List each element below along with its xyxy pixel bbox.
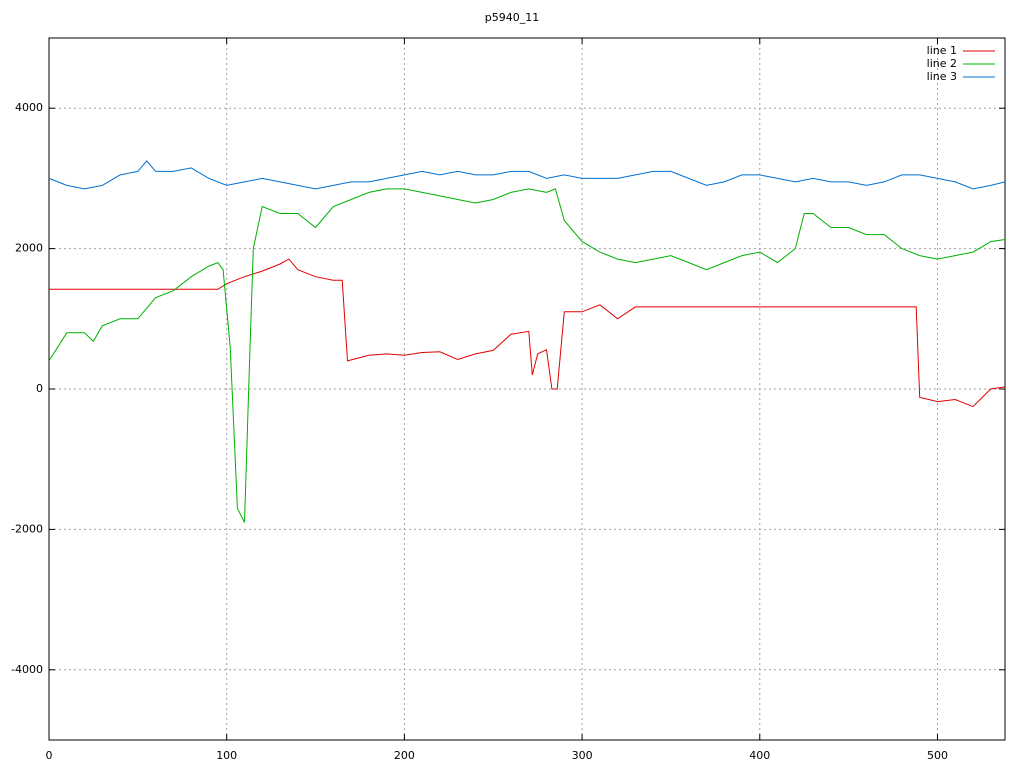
y-tick-label: 4000 [15, 101, 43, 114]
y-tick-label: -2000 [11, 522, 43, 535]
x-tick-label: 500 [927, 749, 948, 762]
chart-title: p5940_11 [485, 11, 539, 24]
y-tick-label: 2000 [15, 242, 43, 255]
series-line [49, 258, 1006, 408]
x-tick-label: 0 [46, 749, 53, 762]
legend-label: line 1 [927, 44, 957, 57]
series-line [48, 160, 1006, 190]
x-tick-label: 300 [572, 749, 593, 762]
x-tick-label: 100 [216, 749, 237, 762]
legend-label: line 2 [927, 57, 957, 70]
legend-label: line 3 [927, 70, 957, 83]
x-tick-label: 400 [749, 749, 770, 762]
series-line [48, 188, 1006, 523]
y-tick-label: 0 [36, 382, 43, 395]
y-tick-label: -4000 [11, 663, 43, 676]
plot-border [48, 37, 1006, 741]
x-tick-label: 200 [394, 749, 415, 762]
